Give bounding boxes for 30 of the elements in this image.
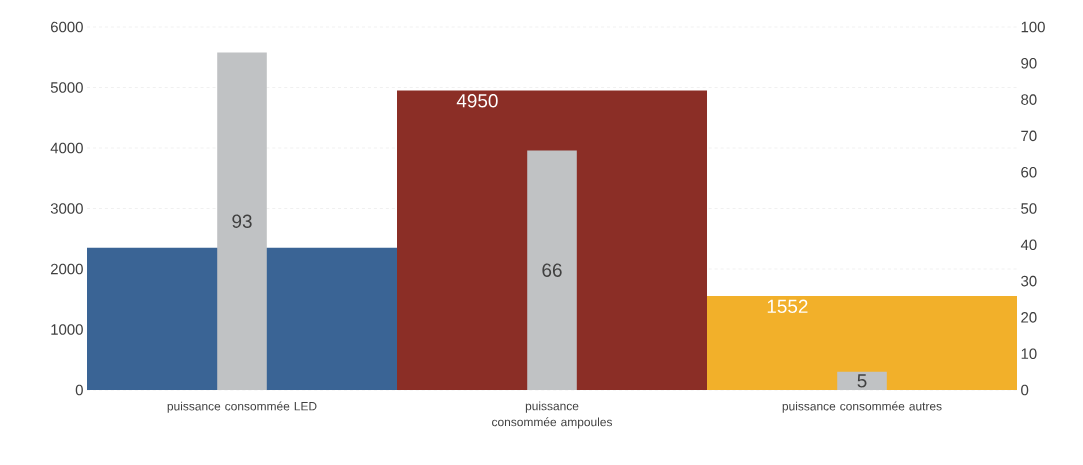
y2-tick-label: 80 bbox=[1021, 94, 1037, 105]
data-label: 66 bbox=[542, 263, 562, 277]
data-label: 4950 bbox=[456, 94, 498, 108]
data-label: 1552 bbox=[767, 299, 808, 314]
y2-tick-label: 50 bbox=[1021, 203, 1037, 214]
y2-tick-label: 0 bbox=[1021, 384, 1029, 396]
y-tick-label: 1000 bbox=[51, 324, 83, 335]
bar bbox=[217, 52, 267, 390]
bar bbox=[837, 371, 887, 390]
y-tick-label: 6000 bbox=[51, 21, 83, 33]
y2-tick-label: 60 bbox=[1021, 166, 1037, 178]
y-tick-label: 4000 bbox=[50, 142, 83, 154]
x-tick-label: puissance consommée ampoules bbox=[492, 401, 613, 429]
data-label: 93 bbox=[232, 214, 252, 228]
bar bbox=[707, 296, 1018, 390]
bar bbox=[527, 150, 577, 390]
y-tick-label: 2000 bbox=[50, 263, 83, 275]
y2-tick-label: 100 bbox=[1021, 21, 1045, 33]
y-tick-label: 5000 bbox=[50, 82, 83, 93]
y2-tick-label: 20 bbox=[1021, 312, 1037, 323]
y-tick-label: 0 bbox=[75, 384, 83, 396]
y2-tick-label: 90 bbox=[1021, 58, 1037, 69]
x-tick-label: puissance consommée autres bbox=[782, 401, 942, 413]
y-tick-label: 3000 bbox=[50, 203, 83, 214]
y2-tick-label: 40 bbox=[1020, 239, 1037, 251]
y2-tick-label: 70 bbox=[1021, 130, 1037, 142]
y2-tick-label: 10 bbox=[1021, 348, 1037, 359]
y2-tick-label: 30 bbox=[1021, 275, 1037, 287]
x-tick-label: puissance consommée LED bbox=[167, 401, 317, 413]
data-label: 5 bbox=[857, 374, 867, 388]
